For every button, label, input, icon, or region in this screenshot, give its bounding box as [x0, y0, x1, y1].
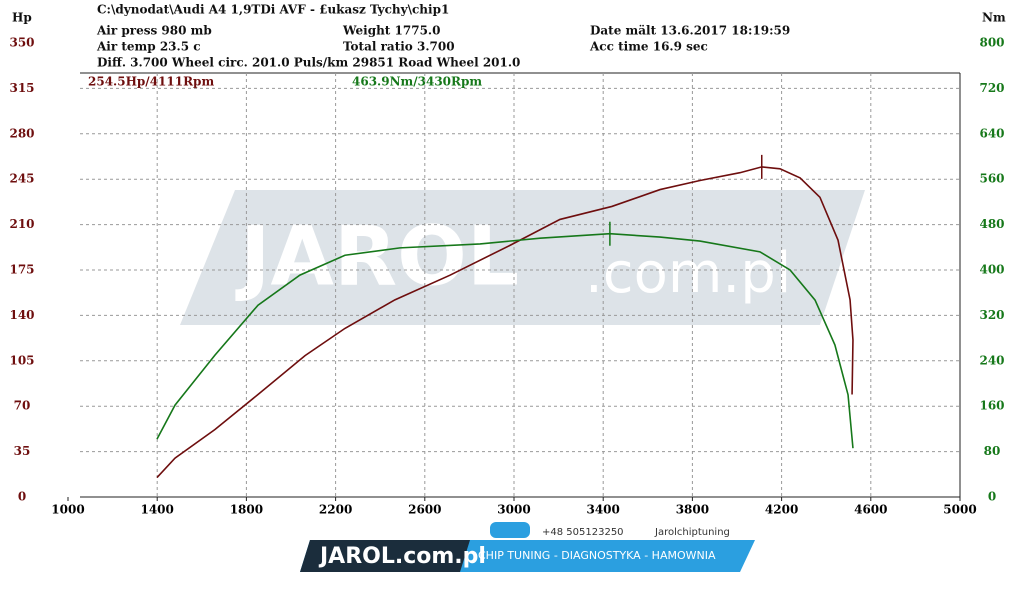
y2-tick-label: 160 [979, 399, 1004, 413]
curve [156, 232, 854, 449]
y2-tick-label: 720 [979, 81, 1004, 95]
air-press: Air press 980 mb [96, 24, 212, 38]
y2-tick-label: 0 [988, 490, 996, 504]
footer-logo-band [300, 540, 470, 572]
x-tick-label: 3400 [586, 503, 619, 517]
x-tick-label: 1000 [51, 503, 84, 517]
x-tick-label: 4200 [765, 503, 798, 517]
x-tick-label: 5000 [943, 503, 976, 517]
hp-peak-label: 254.5Hp/4111Rpm [88, 75, 214, 89]
acc-time: Acc time 16.9 sec [589, 40, 708, 54]
curve [156, 166, 854, 479]
footer-phone: +48 505123250 [542, 527, 624, 538]
y-tick-label: 315 [9, 81, 34, 95]
file-path: C:\dynodat\Audi A4 1,9TDi AVF - £ukasz T… [97, 3, 449, 17]
date: Date mält 13.6.2017 18:19:59 [590, 24, 790, 38]
x-tick-label: 3800 [676, 503, 709, 517]
footer-facebook: Jarolchiptuning [654, 527, 730, 538]
y2-tick-label: 640 [979, 126, 1004, 140]
y2-tick-label: 80 [984, 444, 1001, 458]
footer-logo: JAROL.com.pl [318, 544, 486, 569]
y-tick-label: 280 [9, 126, 34, 140]
y2-tick-label: 800 [979, 36, 1004, 50]
y2-tick-label: 400 [979, 263, 1004, 277]
air-temp: Air temp 23.5 c [96, 40, 201, 54]
y2-tick-label: 240 [979, 353, 1004, 367]
y-tick-label: 140 [9, 308, 34, 322]
y-tick-label: 0 [18, 490, 26, 504]
x-tick-label: 1400 [140, 503, 173, 517]
x-tick-label: 3000 [497, 503, 530, 517]
y-tick-label: 210 [9, 217, 34, 231]
y2-tick-label: 560 [979, 172, 1004, 186]
y2-tick-label: 320 [979, 308, 1004, 322]
watermark-domain: .com.pl [585, 241, 791, 306]
y-tick-label: 35 [14, 444, 31, 458]
y-axis-title: Hp [12, 11, 32, 25]
x-tick-label: 1800 [230, 503, 263, 517]
total-ratio: Total ratio 3.700 [343, 40, 455, 54]
nm-peak-label: 463.9Nm/3430Rpm [352, 75, 482, 89]
y-tick-label: 350 [9, 36, 34, 50]
y-tick-label: 70 [14, 399, 31, 413]
footer-tagline: CHIP TUNING - DIAGNOSTYKA - HAMOWNIA [478, 549, 716, 562]
y-tick-label: 105 [9, 353, 34, 367]
x-tick-label: 2600 [408, 503, 441, 517]
y-tick-label: 175 [9, 263, 34, 277]
x-tick-label: 4600 [854, 503, 887, 517]
y-tick-label: 245 [9, 172, 34, 186]
y2-tick-label: 480 [979, 217, 1004, 231]
diff-info: Diff. 3.700 Wheel circ. 201.0 Puls/km 29… [97, 56, 520, 70]
y2-axis-title: Nm [982, 11, 1006, 25]
car-icon [490, 522, 530, 538]
watermark-band [180, 190, 865, 325]
x-tick-label: 2200 [319, 503, 352, 517]
weight: Weight 1775.0 [342, 24, 440, 38]
